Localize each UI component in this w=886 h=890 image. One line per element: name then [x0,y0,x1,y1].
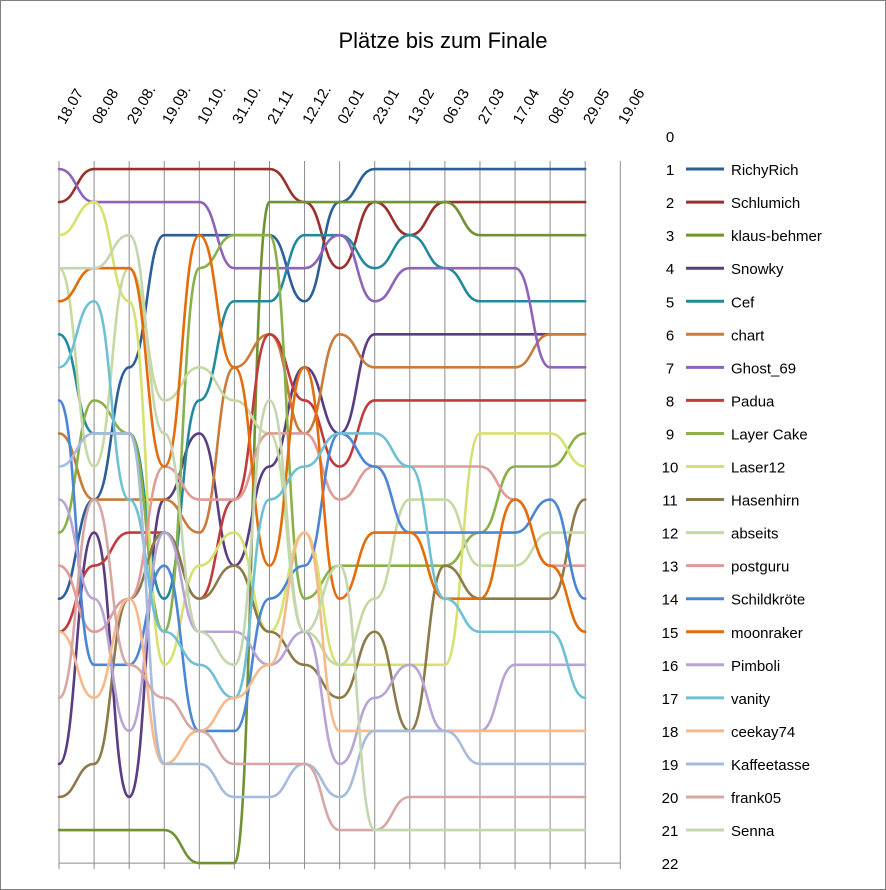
y-tick-label: 2 [666,195,674,212]
x-tick-label: 10.10. [194,82,230,127]
y-tick-label: 13 [662,559,679,576]
y-tick-label: 16 [662,658,679,675]
x-tick-label: 06.03 [440,86,473,127]
series-line-ghost-69 [57,167,587,369]
x-tick-label: 27.03 [475,86,508,127]
legend-label: klaus-behmer [731,228,822,245]
y-tick-label: 1 [666,162,674,179]
y-tick-label: 6 [666,327,674,344]
legend-label: Ghost_69 [731,360,796,377]
y-tick-label: 18 [662,724,679,741]
legend-label: postguru [731,559,789,576]
x-tick-label: 21.11 [264,87,297,127]
x-tick-label: 29.08. [124,82,160,127]
y-tick-label: 20 [662,790,679,807]
x-tick-label: 02.01 [334,86,367,127]
y-tick-label: 9 [666,426,674,443]
y-tick-label: 22 [662,856,679,873]
legend-label: Pimboli [731,658,780,675]
series-line-hasenhirn [57,498,587,799]
x-tick-label: 19.06 [615,86,648,127]
y-tick-label: 15 [662,625,679,642]
series-line-ceekay74 [57,531,587,766]
legend-label: Schlumich [731,195,800,212]
legend-label: frank05 [731,790,781,807]
x-tick-label: 23.01 [369,86,402,127]
y-tick-label: 19 [662,757,679,774]
y-tick-label: 11 [662,493,678,510]
y-tick-label: 12 [662,526,679,543]
series-line-richyrich [57,167,587,600]
legend-label: Senna [731,823,775,840]
y-tick-label: 7 [666,360,674,377]
legend-label: Cef [731,294,755,311]
y-tick-label: 14 [662,592,679,609]
series-line-schlumich [57,167,587,270]
legend-label: Kaffeetasse [731,757,810,774]
y-tick-label: 10 [662,460,679,477]
y-tick-label: 5 [666,294,674,311]
legend-label: abseits [731,526,779,543]
legend-label: Hasenhirn [731,493,799,510]
series-line-klaus-behmer [57,200,587,865]
legend-label: RichyRich [731,162,799,179]
series-line-moonraker [57,233,587,634]
legend-label: ceekay74 [731,724,795,741]
y-tick-label: 8 [666,393,674,410]
legend-label: Layer Cake [731,426,808,443]
x-tick-label: 19.09. [159,82,195,127]
y-tick-label: 17 [662,691,679,708]
series-line-schildkr-te [57,399,587,733]
legend-label: Padua [731,393,775,410]
x-tick-label: 08.05 [545,86,578,127]
x-tick-label: 31.10. [229,82,265,127]
x-tick-label: 18.07 [54,86,87,127]
y-tick-label: 21 [662,823,679,840]
series-line-snowky [57,332,587,799]
x-tick-label: 13.02 [405,86,438,127]
series-line-frank05 [57,498,587,832]
legend-label: chart [731,327,765,344]
chart-title: Plätze bis zum Finale [338,28,548,53]
series-line-senna [57,233,587,832]
x-tick-label: 08.08 [89,86,122,127]
y-tick-label: 0 [666,129,674,146]
x-tick-label: 12.12. [299,82,335,127]
y-tick-label: 3 [666,228,674,245]
legend-label: Snowky [731,261,784,278]
legend-label: vanity [731,691,771,708]
y-tick-label: 4 [666,261,674,278]
legend-label: Laser12 [731,460,785,477]
x-tick-label: 17.04 [510,86,543,127]
x-tick-label: 29.05 [580,86,613,127]
legend-label: Schildkröte [731,592,805,609]
legend-label: moonraker [731,625,803,642]
series-line-vanity [57,299,587,700]
series-line-postguru [57,432,587,634]
